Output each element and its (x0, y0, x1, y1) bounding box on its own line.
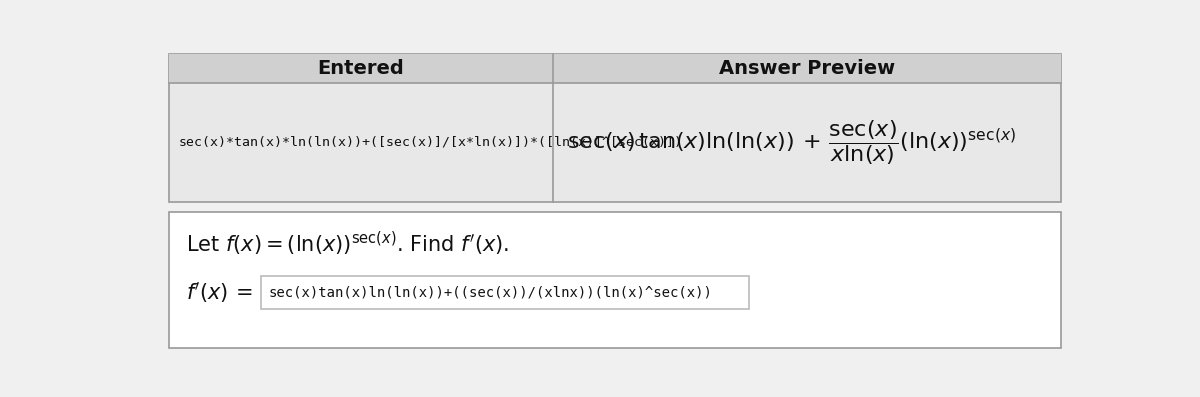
Text: Entered: Entered (318, 59, 404, 78)
FancyBboxPatch shape (169, 54, 1061, 83)
Text: $\sec(x)\,\tan(x)\ln(\ln(x))\,+\,\dfrac{\sec(x)}{x\ln(x)}(\ln(x))^{\sec(x)}$: $\sec(x)\,\tan(x)\ln(\ln(x))\,+\,\dfrac{… (566, 118, 1015, 167)
FancyBboxPatch shape (169, 54, 1061, 202)
Text: Answer Preview: Answer Preview (719, 59, 895, 78)
Text: sec(x)tan(x)ln(ln(x))+((sec(x))/(xlnx))(ln(x)^sec(x)): sec(x)tan(x)ln(ln(x))+((sec(x))/(xlnx))(… (269, 285, 713, 299)
Text: sec(x)*tan(x)*ln(ln(x))+([sec(x)]/[x*ln(x)])*([ln(x)]^[sec(x)]): sec(x)*tan(x)*ln(ln(x))+([sec(x)]/[x*ln(… (179, 136, 683, 149)
FancyBboxPatch shape (260, 276, 749, 309)
Text: $f'(x)\, = $: $f'(x)\, = $ (186, 280, 253, 305)
FancyBboxPatch shape (169, 212, 1061, 348)
Text: Let $f(x) = (\ln(x))^{\sec(x)}$. Find $f'(x)$.: Let $f(x) = (\ln(x))^{\sec(x)}$. Find $f… (186, 230, 510, 258)
